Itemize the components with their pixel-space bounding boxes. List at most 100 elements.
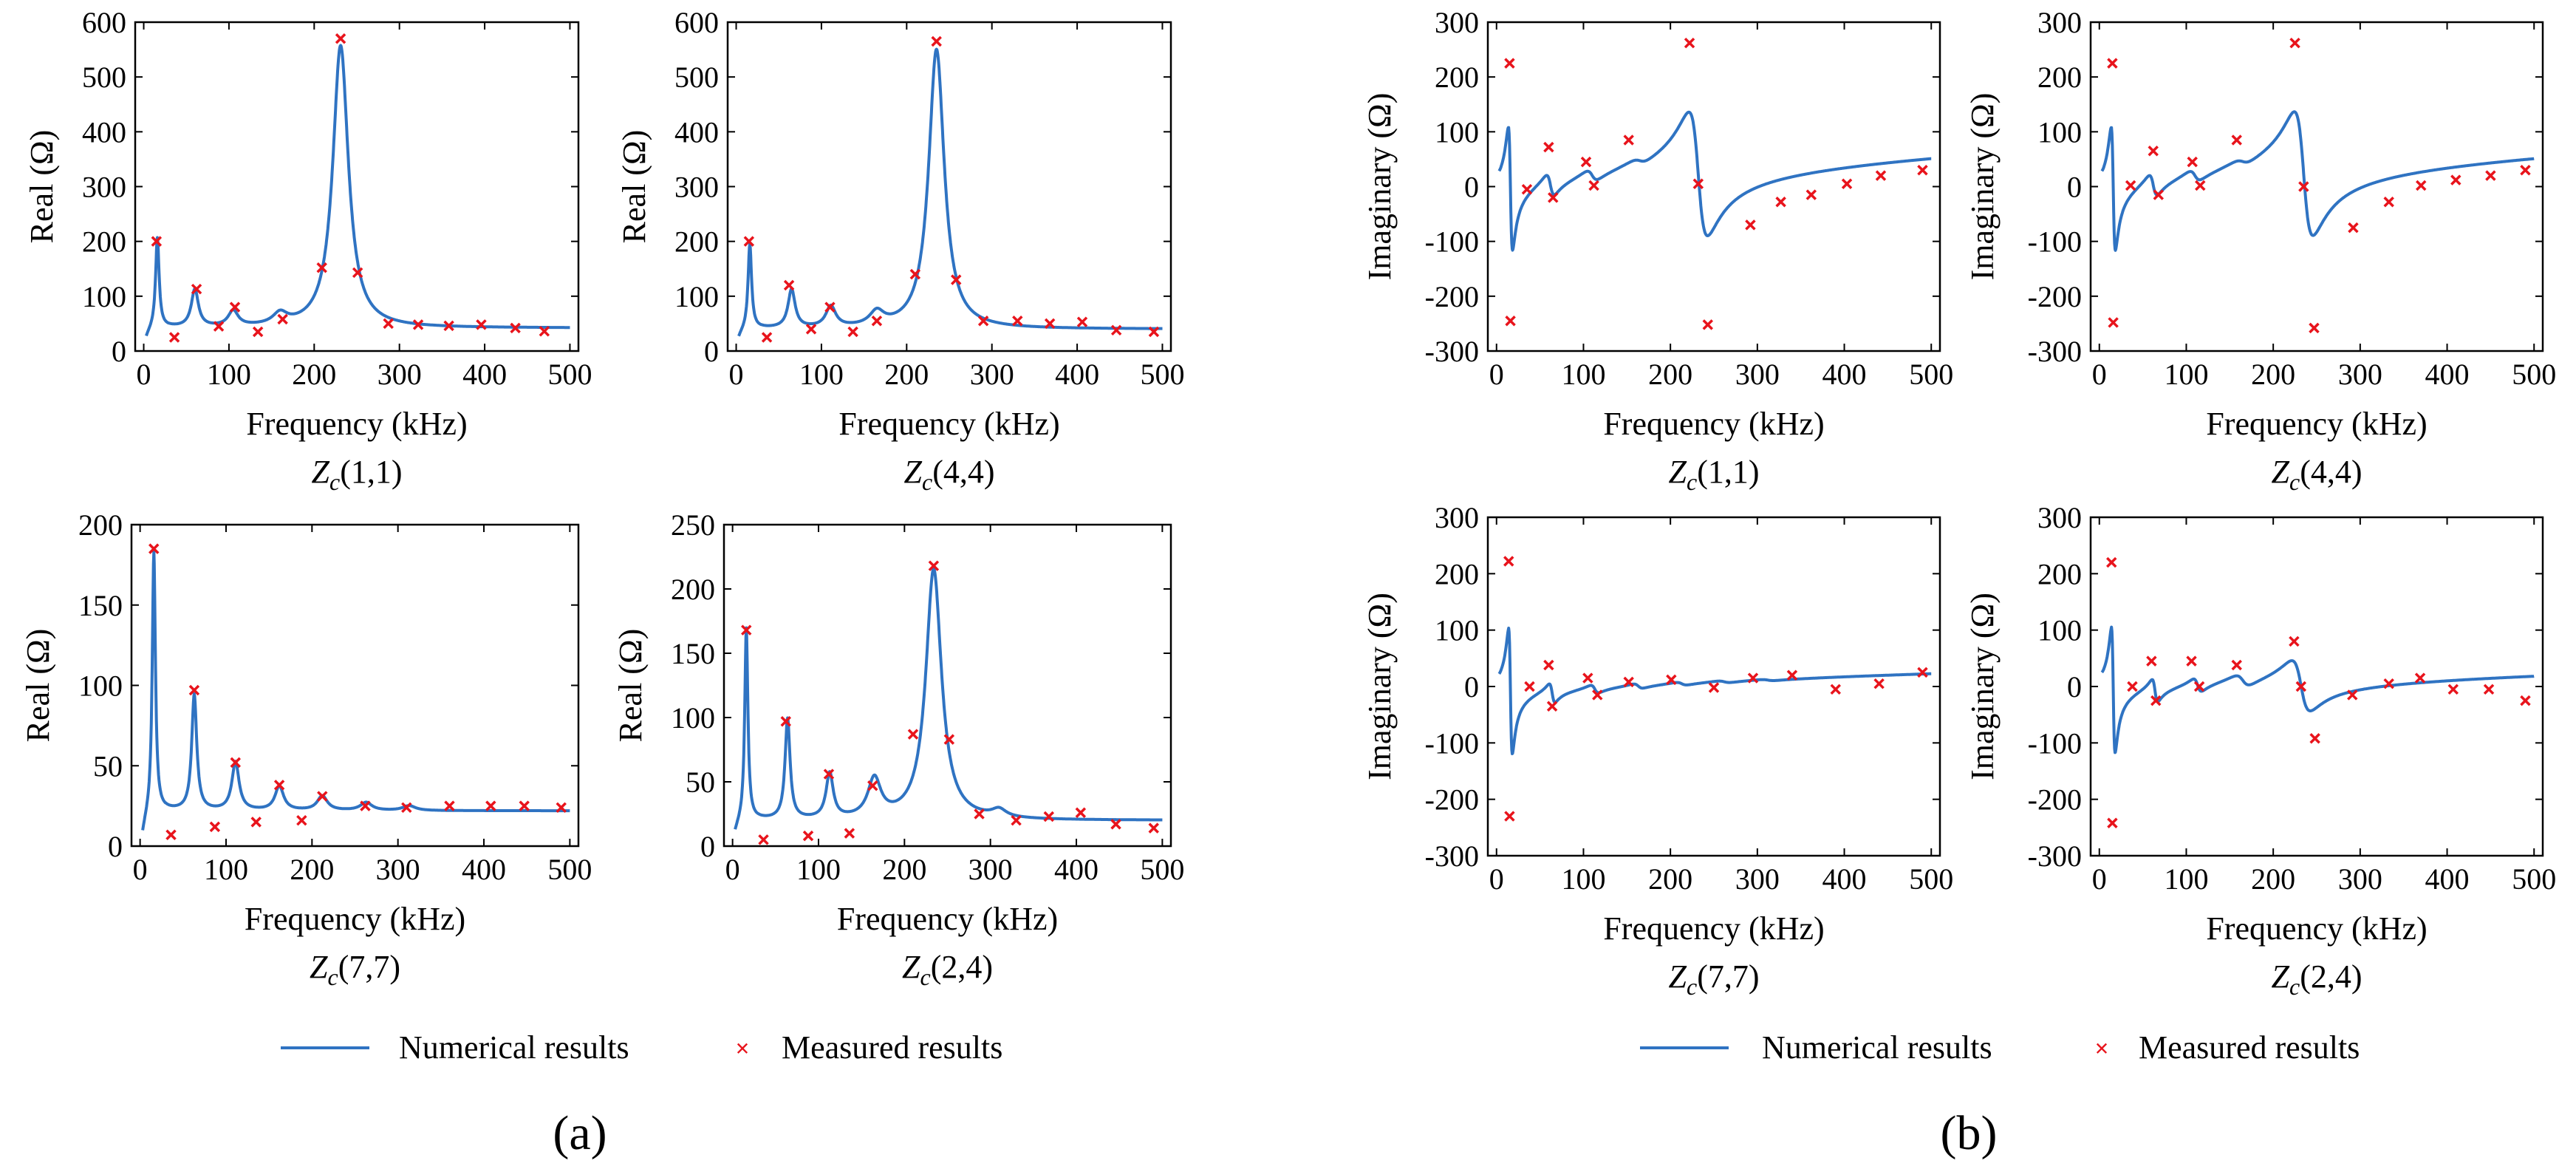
measured-point xyxy=(519,800,530,811)
x-tick-label: 500 xyxy=(1909,358,1953,391)
measured-point xyxy=(1543,141,1554,153)
measured-point xyxy=(1505,315,1516,327)
chart-real_1_1: 0 100 200 300 400 500 0 100 200 300 400 500 600 Frequ… xyxy=(24,6,592,495)
measured-point xyxy=(1684,37,1695,49)
x-tick-label: 200 xyxy=(882,853,926,886)
y-tick-label: -300 xyxy=(2028,335,2082,368)
y-tick-label: 200 xyxy=(674,225,719,259)
y-tick-label: 50 xyxy=(686,766,715,799)
x-tick-label: 200 xyxy=(1648,358,1692,391)
x-tick-label: 400 xyxy=(462,358,507,391)
measured-point xyxy=(2309,322,2320,334)
y-axis-label: Imaginary (Ω) xyxy=(1964,93,2001,281)
subplot-caption: Zc(4,4) xyxy=(2272,454,2363,495)
y-tick-label: -200 xyxy=(2028,280,2082,313)
subplots: 0 100 200 300 400 5000100200300400500600Frequ… xyxy=(20,6,2556,1000)
measured-point xyxy=(2289,636,2300,647)
y-tick-label: 250 xyxy=(671,508,715,542)
x-tick-label: 200 xyxy=(1648,862,1692,896)
measured-point xyxy=(1873,678,1885,689)
measured-point xyxy=(802,830,814,842)
measured-point xyxy=(1504,811,1515,822)
x-tick-label: 400 xyxy=(2425,862,2470,896)
y-tick-label: 300 xyxy=(2037,6,2082,39)
y-tick-label: 400 xyxy=(674,115,719,149)
subplot-caption: Zc(7,7) xyxy=(310,949,400,990)
measured-point xyxy=(250,817,262,828)
x-axis-label: Frequency (kHz) xyxy=(1603,406,1824,442)
measured-point xyxy=(977,315,989,327)
plot-frame xyxy=(2089,21,2544,352)
x-tick-label: 300 xyxy=(1735,862,1780,896)
measured-point xyxy=(485,800,496,811)
chart-imag_2_4: 0 100 200 300 400 500 -300 -200 -100 0 100 200 300 Fr… xyxy=(1964,501,2556,1000)
x-tick-label: 300 xyxy=(376,853,420,886)
measured-point xyxy=(168,332,180,343)
measured-point xyxy=(1075,807,1087,818)
y-tick-label: 100 xyxy=(2037,115,2082,149)
x-tick-label: 300 xyxy=(1735,358,1780,391)
measured-point xyxy=(476,319,487,330)
y-tick-label: 200 xyxy=(2037,61,2082,94)
measured-point xyxy=(229,301,241,313)
y-tick-label: 150 xyxy=(671,637,715,670)
y-tick-label: 600 xyxy=(82,6,126,39)
measured-point xyxy=(1044,318,1056,330)
measured-point xyxy=(780,715,792,727)
plot-frame xyxy=(134,21,580,352)
y-tick-label: 200 xyxy=(78,508,123,542)
x-tick-label: 400 xyxy=(1822,358,1867,391)
y-tick-label: 600 xyxy=(674,6,719,39)
measured-point xyxy=(1580,156,1592,168)
x-axis-label: Frequency (kHz) xyxy=(1603,910,1824,947)
y-tick-label: 300 xyxy=(1435,6,1479,39)
y-tick-label: 100 xyxy=(674,280,719,313)
measured-point xyxy=(151,236,163,247)
measured-point xyxy=(974,808,985,820)
measured-point xyxy=(2383,678,2394,689)
y-tick-label: 500 xyxy=(82,61,126,94)
measured-point xyxy=(539,326,550,337)
measured-point xyxy=(2107,58,2118,69)
y-tick-label: 200 xyxy=(2037,557,2082,590)
x-tick-label: 500 xyxy=(2512,358,2556,391)
chart-imag_4_4: 0 100 200 300 400 500 -300 -200 -100 0 100 200 300 Fr… xyxy=(1964,6,2556,495)
y-tick-label: 100 xyxy=(1435,614,1479,647)
x-tick-label: 0 xyxy=(1489,358,1504,391)
measured-point xyxy=(316,262,327,273)
measured-point xyxy=(296,814,307,826)
x-tick-label: 400 xyxy=(1054,853,1099,886)
measured-point xyxy=(444,800,455,811)
measured-point xyxy=(1917,165,1928,176)
measured-point xyxy=(2231,134,2242,146)
numerical-curve xyxy=(2100,625,2535,754)
y-tick-label: -300 xyxy=(2028,839,2082,873)
x-tick-label: 0 xyxy=(725,853,740,886)
measured-point xyxy=(823,769,835,780)
x-tick-label: 200 xyxy=(292,358,336,391)
numerical-curve xyxy=(737,47,1164,337)
x-tick-label: 100 xyxy=(796,853,841,886)
x-tick-label: 300 xyxy=(970,358,1014,391)
y-tick-label: 0 xyxy=(108,830,123,863)
y-tick-label: 100 xyxy=(671,701,715,735)
plot-frame xyxy=(2089,516,2544,857)
x-tick-label: 0 xyxy=(1489,862,1504,896)
measured-point xyxy=(2146,655,2157,667)
x-tick-label: 100 xyxy=(2164,862,2208,896)
measured-point xyxy=(273,780,285,791)
measured-point xyxy=(2447,684,2459,695)
x-tick-label: 0 xyxy=(133,853,148,886)
x-tick-label: 100 xyxy=(1561,862,1605,896)
measured-point xyxy=(1011,814,1022,826)
measured-point xyxy=(824,301,836,313)
measured-point xyxy=(2127,681,2138,692)
measured-point xyxy=(401,802,412,814)
x-axis-label: Frequency (kHz) xyxy=(246,406,467,442)
plot-frame xyxy=(722,523,1172,848)
subplot-caption: Zc(4,4) xyxy=(904,454,995,495)
measured-point xyxy=(510,322,521,334)
subplot-caption: Zc(2,4) xyxy=(902,949,993,990)
x-tick-label: 300 xyxy=(2338,358,2382,391)
